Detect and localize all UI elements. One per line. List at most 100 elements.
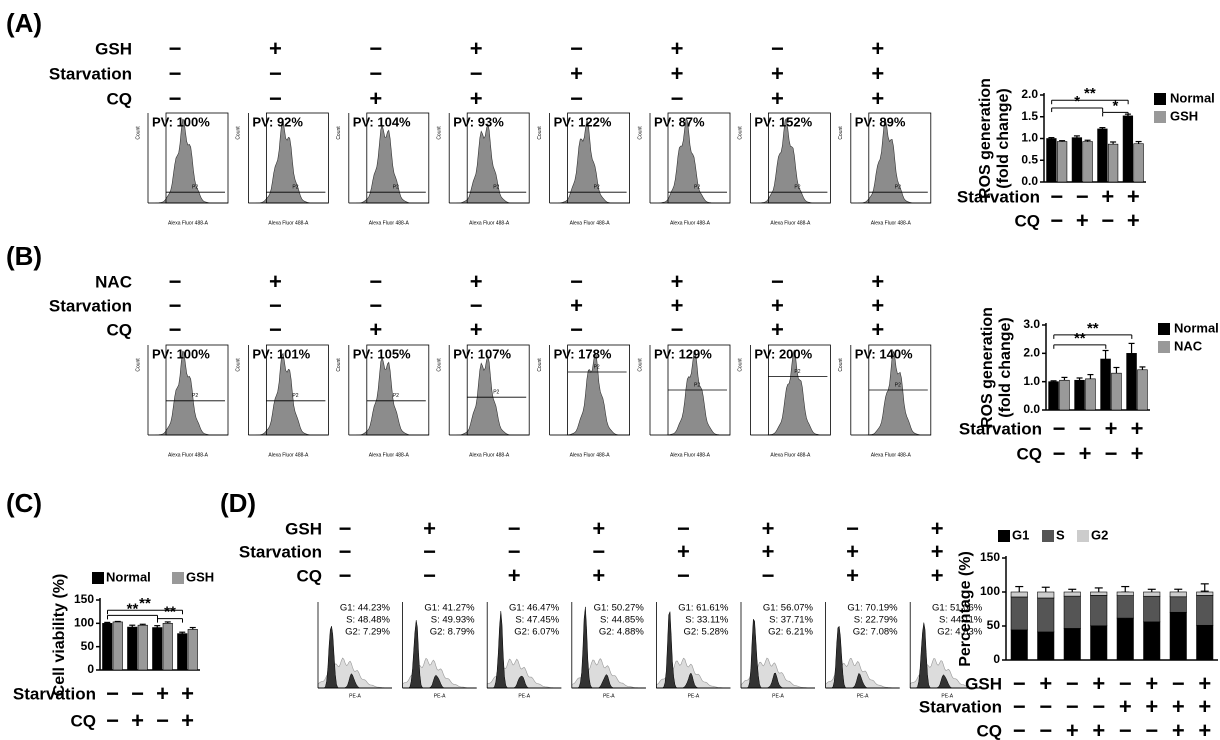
gate-label: P2 <box>192 185 198 191</box>
y-tick-label: 2.0 <box>1021 87 1038 101</box>
histogram <box>650 351 730 435</box>
histogram <box>349 125 429 203</box>
phase-label: S: 33.11% <box>685 615 729 626</box>
bar-segment <box>1091 626 1107 660</box>
condition-sign: − <box>369 269 382 294</box>
condition-sign: + <box>1131 441 1144 466</box>
bar-segment <box>1091 592 1107 595</box>
gate-label: P2 <box>393 185 399 191</box>
condition-sign: + <box>871 317 884 342</box>
condition-sign: − <box>339 539 352 564</box>
condition-name: CQ <box>297 566 323 585</box>
pv-label: PV: 104% <box>353 114 411 129</box>
significance: ** <box>1084 85 1096 102</box>
gate-label: P2 <box>694 382 700 388</box>
bar <box>163 623 173 670</box>
bar-segment <box>1170 592 1186 597</box>
bar <box>1112 373 1122 410</box>
condition-sign: − <box>169 293 182 318</box>
y-axis-label: ROS generation <box>979 307 996 428</box>
legend-label: Normal <box>1174 320 1219 335</box>
condition-sign: + <box>771 317 784 342</box>
bar-segment <box>1038 592 1054 598</box>
bar-segment <box>1170 612 1186 660</box>
condition-sign: − <box>1119 718 1132 740</box>
y-tick-label: 100 <box>980 584 1000 598</box>
condition-sign: − <box>470 293 483 318</box>
bar-segment <box>1144 622 1160 660</box>
histogram <box>248 122 328 204</box>
condition-sign: + <box>871 269 884 294</box>
condition-sign: − <box>269 317 282 342</box>
y-axis-label: ROS generation <box>977 78 994 199</box>
phase-label: S: 49.93% <box>431 615 475 626</box>
condition-sign: + <box>671 269 684 294</box>
histogram <box>851 351 931 435</box>
gate-label: P2 <box>594 364 600 370</box>
condition-sign: + <box>508 563 521 588</box>
pv-label: PV: 107% <box>453 346 511 361</box>
condition-sign: − <box>570 269 583 294</box>
bar-segment <box>1117 618 1133 660</box>
gate-label: P2 <box>794 369 800 375</box>
legend-swatch <box>172 572 184 584</box>
pv-label: PV: 152% <box>754 114 812 129</box>
legend-swatch <box>1158 341 1170 353</box>
condition-name: GSH <box>95 39 132 58</box>
pv-label: PV: 89% <box>855 114 906 129</box>
y-tick-label: 150 <box>980 550 1000 564</box>
figure: (A)GSH−+−+−+−+Starvation−−−−++++CQ−−++−−… <box>0 0 1220 740</box>
legend-swatch <box>1154 111 1166 123</box>
y-tick-label: 1.0 <box>1021 131 1038 145</box>
condition-sign: − <box>1053 416 1066 441</box>
condition-sign: + <box>470 36 483 61</box>
condition-sign: + <box>671 61 684 86</box>
gate-label: P2 <box>694 185 700 191</box>
condition-sign: − <box>1076 184 1089 209</box>
y-tick-label: 0.0 <box>1023 402 1040 416</box>
condition-sign: + <box>592 563 605 588</box>
pv-label: PV: 92% <box>252 114 303 129</box>
y-axis-label: (fold change) <box>997 317 1014 417</box>
phase-label: G1: 70.19% <box>847 603 898 614</box>
gate-label: P2 <box>292 393 298 399</box>
condition-name: NAC <box>95 272 132 291</box>
phase-label: G2: 7.29% <box>345 627 390 638</box>
y-tick-label: 100 <box>74 616 94 630</box>
bar-segment <box>1011 630 1027 660</box>
legend-label: G2 <box>1091 527 1108 542</box>
condition-sign: + <box>671 293 684 318</box>
histogram <box>349 357 429 435</box>
legend-swatch <box>1077 530 1089 542</box>
condition-sign: + <box>771 61 784 86</box>
y-tick-label: 1.0 <box>1023 374 1040 388</box>
y-tick-label: 50 <box>81 639 95 653</box>
axis-label: Count <box>537 358 543 372</box>
condition-sign: + <box>1145 671 1158 696</box>
pv-label: PV: 122% <box>554 114 612 129</box>
axis-label: PE-A <box>434 693 446 699</box>
bar <box>1134 144 1144 182</box>
condition-sign: − <box>1066 671 1079 696</box>
bar-segment <box>1197 592 1213 595</box>
condition-sign: − <box>846 516 859 541</box>
panel-label: (B) <box>6 241 42 271</box>
condition-sign: + <box>1127 208 1140 233</box>
bar-segment <box>1197 595 1213 625</box>
condition-sign: + <box>762 539 775 564</box>
condition-sign: + <box>369 86 382 111</box>
y-axis-label: Percentage (%) <box>957 551 974 667</box>
bar <box>188 629 198 670</box>
condition-name: Starvation <box>957 187 1040 206</box>
condition-sign: − <box>423 539 436 564</box>
axis-label: PE-A <box>603 693 615 699</box>
condition-name: CQ <box>107 89 133 108</box>
axis-label: Alexa Fluor 488-A <box>168 220 209 226</box>
condition-sign: − <box>169 269 182 294</box>
axis-label: Alexa Fluor 488-A <box>871 452 912 458</box>
condition-sign: − <box>1105 441 1118 466</box>
axis-label: Alexa Fluor 488-A <box>770 452 811 458</box>
condition-name: Starvation <box>959 419 1042 438</box>
condition-name: CQ <box>977 721 1003 740</box>
condition-sign: + <box>931 563 944 588</box>
